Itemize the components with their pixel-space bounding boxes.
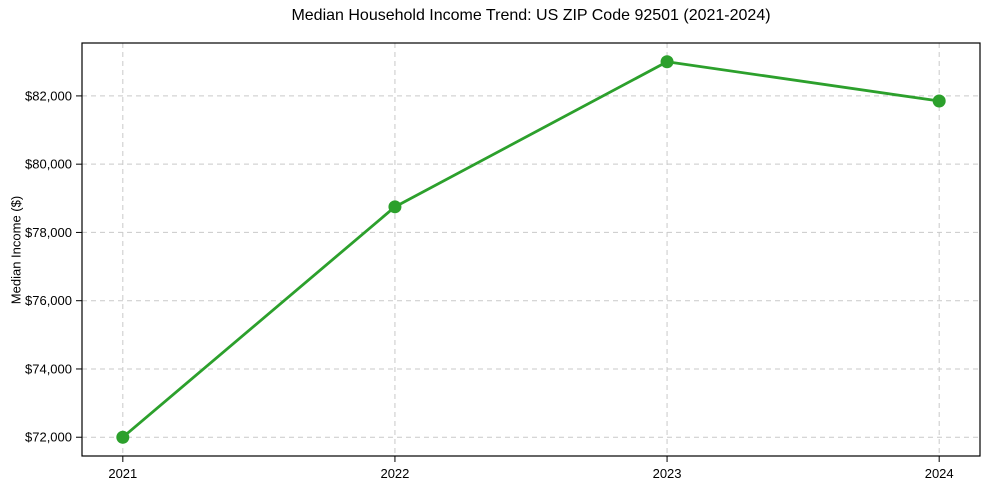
data-point-marker <box>660 55 674 69</box>
x-tick-label: 2023 <box>653 466 682 481</box>
y-tick-label: $80,000 <box>25 157 72 172</box>
data-point-marker <box>116 430 130 444</box>
plot-border <box>81 42 981 457</box>
y-tick-label: $72,000 <box>25 430 72 445</box>
data-point-marker <box>932 94 946 108</box>
chart-title: Median Household Income Trend: US ZIP Co… <box>291 7 771 24</box>
data-point-marker <box>388 200 402 214</box>
trend-line <box>121 60 941 439</box>
x-tick-label: 2024 <box>925 466 954 481</box>
y-tick-label: $78,000 <box>25 225 72 240</box>
x-tick-label: 2021 <box>108 466 137 481</box>
y-tick-label: $82,000 <box>25 88 72 103</box>
y-tick-label: $76,000 <box>25 293 72 308</box>
y-tick-label: $74,000 <box>25 361 72 376</box>
x-tick-label: 2022 <box>380 466 409 481</box>
